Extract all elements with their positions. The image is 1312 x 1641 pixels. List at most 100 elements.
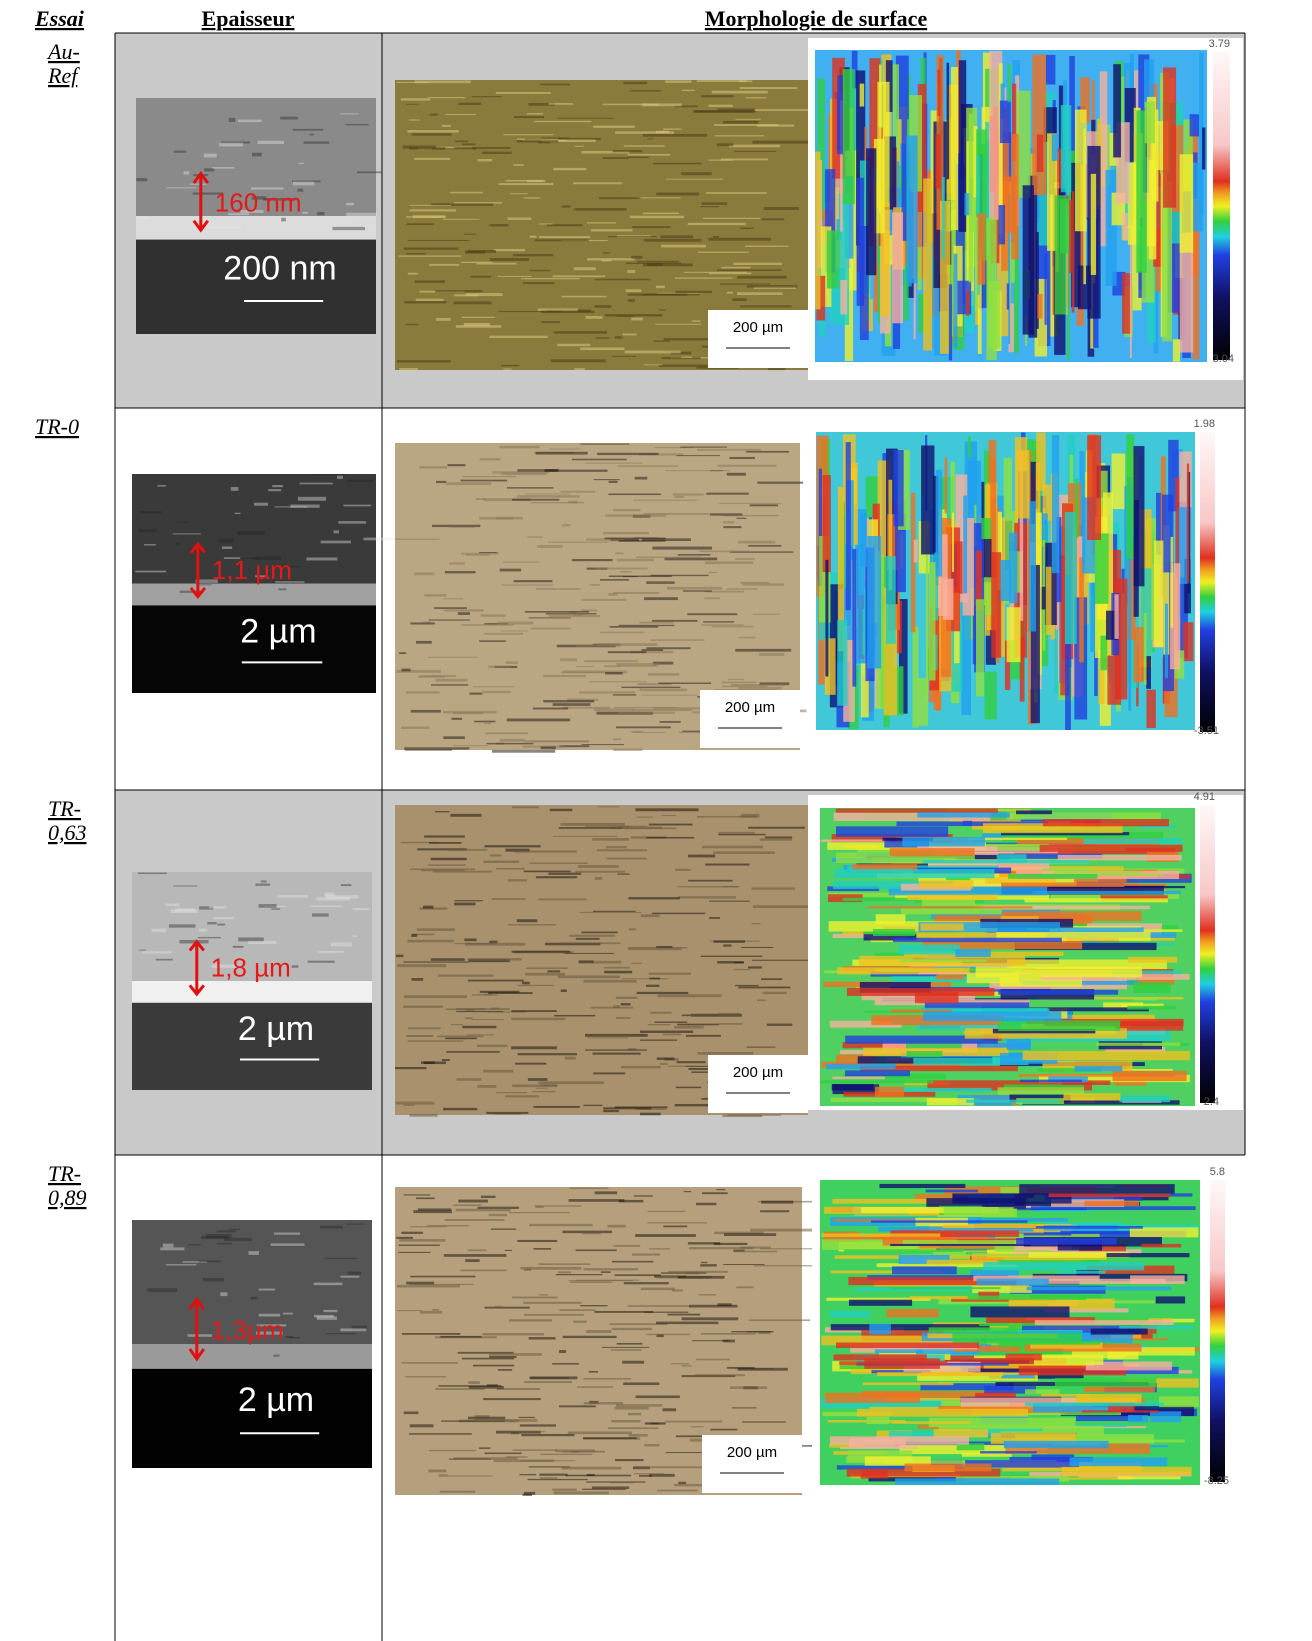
optical-texture	[443, 598, 464, 600]
optical-texture	[713, 1242, 748, 1246]
profile-texture	[1028, 501, 1036, 632]
profile-texture	[863, 933, 918, 941]
sem-texture	[347, 1271, 362, 1275]
sem-texture	[285, 1336, 294, 1339]
optical-texture	[665, 1452, 706, 1454]
optical-texture	[499, 445, 540, 449]
optical-texture	[659, 309, 666, 311]
optical-texture	[582, 1488, 626, 1490]
profile-texture	[1034, 1320, 1174, 1326]
optical-texture	[480, 1195, 496, 1198]
optical-texture	[602, 157, 629, 159]
profile-texture	[1100, 895, 1168, 901]
profile-texture	[983, 823, 1123, 834]
sem-texture	[213, 917, 234, 920]
optical-texture	[472, 1364, 515, 1367]
optical-texture	[648, 972, 691, 975]
optical-texture	[738, 636, 756, 639]
optical-texture	[421, 1061, 435, 1064]
optical-texture	[495, 1430, 541, 1434]
sem-texture	[363, 537, 398, 541]
optical-texture	[491, 898, 526, 900]
profile-texture	[920, 1007, 1048, 1014]
optical-scale-box	[708, 310, 808, 368]
optical-texture	[489, 258, 530, 261]
optical-texture	[623, 81, 648, 85]
sem-texture	[273, 1354, 280, 1357]
optical-texture	[607, 1427, 659, 1430]
optical-texture	[539, 1477, 558, 1479]
profile-texture	[935, 469, 943, 577]
sem-texture	[353, 908, 369, 911]
optical-texture	[600, 631, 645, 634]
profile-texture	[829, 1436, 970, 1445]
profile-texture	[901, 119, 908, 241]
sem-texture	[312, 474, 346, 476]
optical-texture	[461, 624, 514, 626]
optical-texture	[717, 464, 777, 467]
sem-texture	[339, 113, 359, 115]
profile-texture	[819, 536, 831, 623]
optical-texture	[396, 954, 404, 958]
optical-texture	[428, 1449, 476, 1452]
optical-texture	[538, 1294, 548, 1296]
profile-texture	[973, 1275, 1100, 1281]
optical-texture	[643, 263, 693, 267]
optical-texture	[409, 204, 452, 206]
optical-texture	[594, 278, 651, 281]
optical-texture	[706, 192, 767, 194]
optical-texture	[448, 526, 475, 528]
profile-texture	[944, 457, 948, 514]
optical-texture	[539, 236, 591, 239]
profile-texture	[1007, 64, 1011, 103]
optical-texture	[406, 1281, 435, 1285]
optical-texture	[562, 1230, 612, 1234]
row-label-part: TR-	[48, 1161, 81, 1186]
optical-texture	[410, 709, 441, 713]
optical-texture	[647, 263, 663, 266]
row-label: TR-0,63	[48, 796, 87, 845]
profile-texture	[972, 1286, 1032, 1293]
optical-texture	[629, 215, 685, 219]
optical-texture	[736, 517, 747, 519]
optical-texture	[562, 1466, 622, 1470]
optical-texture	[519, 1424, 556, 1427]
optical-texture	[557, 975, 621, 979]
optical-texture	[672, 493, 704, 496]
profile-texture	[976, 1218, 1068, 1222]
optical-texture	[658, 364, 716, 367]
sem-texture	[237, 531, 265, 535]
sem-texture	[219, 538, 234, 543]
profile-texture	[935, 974, 965, 980]
optical-texture	[595, 567, 648, 570]
optical-scale-label: 200 µm	[727, 1444, 777, 1461]
optical-texture	[442, 710, 497, 714]
profile-texture	[955, 949, 991, 957]
optical-texture	[748, 1319, 811, 1322]
optical-texture	[645, 984, 660, 987]
optical-texture	[737, 275, 787, 279]
optical-texture	[525, 972, 566, 976]
profile-texture	[1000, 1187, 1028, 1198]
optical-texture	[461, 316, 495, 319]
profile-texture	[866, 148, 877, 276]
sem-band	[132, 1344, 372, 1369]
profile-max: 3.79	[1209, 38, 1230, 50]
optical-texture	[478, 1447, 491, 1449]
optical-texture	[605, 514, 667, 517]
profile-texture	[836, 826, 949, 837]
optical-texture	[623, 1382, 660, 1386]
optical-texture	[660, 235, 693, 239]
sem-texture	[254, 502, 268, 506]
optical-texture	[550, 359, 606, 363]
profile-texture	[916, 1023, 1023, 1031]
optical-texture	[399, 368, 418, 371]
profile-texture	[1001, 832, 1130, 836]
optical-texture	[483, 498, 531, 502]
optical-texture	[552, 275, 606, 278]
profile-texture	[893, 449, 904, 527]
profile-texture	[846, 987, 995, 996]
sem-texture	[316, 897, 350, 901]
profile-texture	[1175, 477, 1180, 578]
optical-texture	[681, 172, 712, 176]
